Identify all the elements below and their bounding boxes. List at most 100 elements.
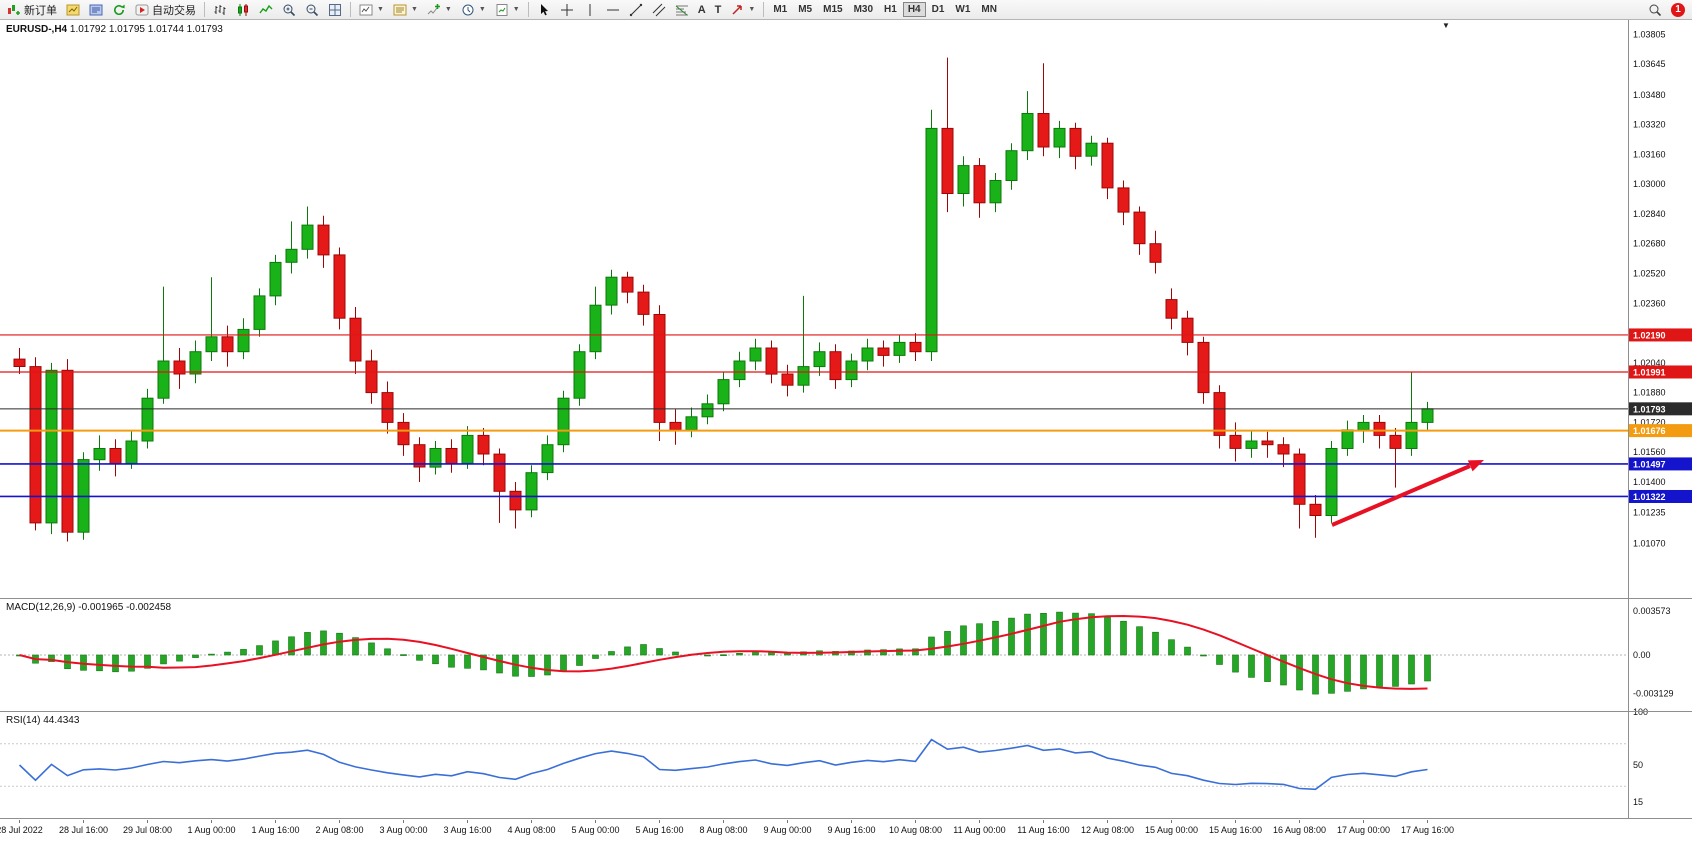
zoom-in-icon — [283, 4, 296, 16]
new-order-icon — [8, 4, 20, 15]
svg-text:1.01400: 1.01400 — [1633, 477, 1666, 487]
templates-button[interactable]: ▼ — [491, 1, 524, 19]
timeframe-m15-button[interactable]: M15 — [818, 2, 847, 17]
cursor-button[interactable] — [533, 1, 555, 19]
horizontal-line-button[interactable] — [602, 1, 624, 19]
vertical-line-button[interactable] — [579, 1, 601, 19]
svg-text:15 Aug 00:00: 15 Aug 00:00 — [1145, 825, 1198, 835]
trendline-button[interactable] — [625, 1, 647, 19]
svg-text:1.03805: 1.03805 — [1633, 29, 1666, 39]
timeframe-m5-button[interactable]: M5 — [793, 2, 817, 17]
periods-button[interactable]: ▼ — [457, 1, 490, 19]
caret-down-icon: ▼ — [444, 6, 452, 13]
text-button[interactable]: A — [694, 1, 710, 19]
timeframe-w1-button[interactable]: W1 — [950, 2, 975, 17]
zoom-out-icon — [306, 4, 319, 16]
fibonacci-icon — [675, 5, 688, 15]
price-badge — [1628, 365, 1692, 379]
svg-text:11 Aug 00:00: 11 Aug 00:00 — [953, 825, 1005, 835]
zoom-out-button[interactable] — [301, 1, 323, 19]
autotrading-button[interactable]: 自动交易 — [131, 1, 200, 19]
hline-1.02190[interactable]: 1.02190 — [0, 328, 1692, 342]
arrows-button[interactable]: ▼ — [726, 1, 759, 19]
search-button[interactable] — [1644, 1, 1666, 19]
svg-text:1.01322: 1.01322 — [1633, 492, 1666, 502]
svg-text:1 Aug 16:00: 1 Aug 16:00 — [251, 825, 299, 835]
refresh-button[interactable] — [108, 1, 130, 19]
notification-badge[interactable]: 1 — [1671, 2, 1685, 17]
indicators-icon — [427, 3, 440, 14]
svg-text:28 Jul 2022: 28 Jul 2022 — [0, 825, 43, 835]
navigator-button[interactable] — [85, 1, 107, 19]
svg-text:28 Jul 16:00: 28 Jul 16:00 — [59, 825, 108, 835]
svg-text:1.03645: 1.03645 — [1633, 59, 1666, 69]
timeframe-h1-button[interactable]: H1 — [879, 2, 902, 17]
fibonacci-button[interactable] — [671, 1, 693, 19]
arrow-tool-icon — [732, 4, 743, 15]
toolbar-separator — [350, 2, 351, 17]
price-badge — [1628, 328, 1692, 342]
price-badge — [1628, 489, 1692, 503]
indicators-button[interactable]: ▼ — [423, 1, 456, 19]
svg-text:2 Aug 08:00: 2 Aug 08:00 — [315, 825, 363, 835]
tile-windows-icon — [329, 3, 341, 16]
svg-text:1.02520: 1.02520 — [1633, 269, 1666, 279]
svg-text:0.00: 0.00 — [1633, 650, 1651, 660]
hline-1.01991[interactable]: 1.01991 — [0, 365, 1692, 379]
hline-1.01497[interactable]: 1.01497 — [0, 457, 1692, 471]
time-axis[interactable]: 28 Jul 2022 28 Jul 16:00 29 Jul 08:00 1 Aug… — [0, 820, 1454, 835]
line-chart-icon — [259, 4, 273, 13]
toolbar-separator — [527, 2, 529, 17]
caret-down-icon: ▼ — [512, 6, 520, 13]
candlestick-chart-button[interactable] — [232, 1, 254, 19]
svg-text:1.01560: 1.01560 — [1633, 447, 1666, 457]
chart-canvas[interactable]: 1.03805 1.03645 1.03480 1.03320 1.03160 1.030… — [0, 20, 1692, 842]
caret-down-icon: ▼ — [377, 6, 384, 13]
timeframe-h4-button[interactable]: H4 — [902, 2, 926, 17]
svg-text:17 Aug 16:00: 17 Aug 16:00 — [1401, 825, 1454, 835]
svg-text:1.03160: 1.03160 — [1633, 149, 1666, 159]
bars-chart-button[interactable] — [209, 1, 231, 19]
macd-axis[interactable]: 0.003573 0.00 -0.003129 — [1633, 606, 1674, 698]
hline-1.01322[interactable]: 1.01322 — [0, 489, 1692, 503]
line-chart-button[interactable] — [255, 1, 277, 19]
timeframe-m30-button[interactable]: M30 — [849, 2, 878, 17]
new-chart-button[interactable]: ▼ — [355, 1, 388, 19]
horizontal-line-icon — [606, 9, 619, 10]
profiles-button[interactable]: ▼ — [389, 1, 422, 19]
templates-icon — [496, 3, 508, 16]
svg-text:1.03480: 1.03480 — [1633, 90, 1666, 100]
svg-text:17 Aug 00:00: 17 Aug 00:00 — [1337, 825, 1390, 835]
tile-windows-button[interactable] — [324, 1, 346, 19]
caret-down-icon: ▼ — [748, 6, 756, 13]
rsi-line — [18, 738, 1428, 791]
new-order-label: 新订单 — [24, 4, 57, 17]
price-badge — [1628, 424, 1692, 438]
text-label-button[interactable]: T — [711, 1, 726, 19]
timeframe-m1-button[interactable]: M1 — [768, 2, 792, 17]
crosshair-button[interactable] — [556, 1, 578, 19]
channel-button[interactable] — [648, 1, 670, 19]
text-tool-icon: A — [697, 3, 706, 16]
svg-text:1.02840: 1.02840 — [1633, 209, 1666, 219]
svg-text:1.03000: 1.03000 — [1633, 179, 1666, 189]
charts-icon — [66, 4, 80, 15]
new-order-button[interactable]: 新订单 — [3, 1, 61, 19]
svg-text:1.01070: 1.01070 — [1633, 538, 1666, 548]
chart-region: 1.03805 1.03645 1.03480 1.03320 1.03160 1.030… — [0, 20, 1692, 842]
timeframe-mn-button[interactable]: MN — [976, 2, 1002, 17]
svg-text:1.01235: 1.01235 — [1633, 508, 1666, 518]
timeframe-d1-button[interactable]: D1 — [927, 2, 950, 17]
price-badge — [1628, 402, 1692, 416]
zoom-in-button[interactable] — [278, 1, 300, 19]
hline-1.01793[interactable]: 1.01793 — [0, 402, 1692, 416]
hline-1.01676[interactable]: 1.01676 — [0, 424, 1692, 438]
toolbar-separator — [763, 2, 765, 17]
svg-text:1.01720: 1.01720 — [1633, 417, 1666, 427]
candlestick-chart-icon — [238, 3, 248, 16]
navigator-icon — [89, 4, 103, 15]
svg-text:3 Aug 16:00: 3 Aug 16:00 — [443, 825, 491, 835]
charts-button[interactable] — [62, 1, 84, 19]
trend-arrow[interactable] — [1331, 460, 1484, 527]
